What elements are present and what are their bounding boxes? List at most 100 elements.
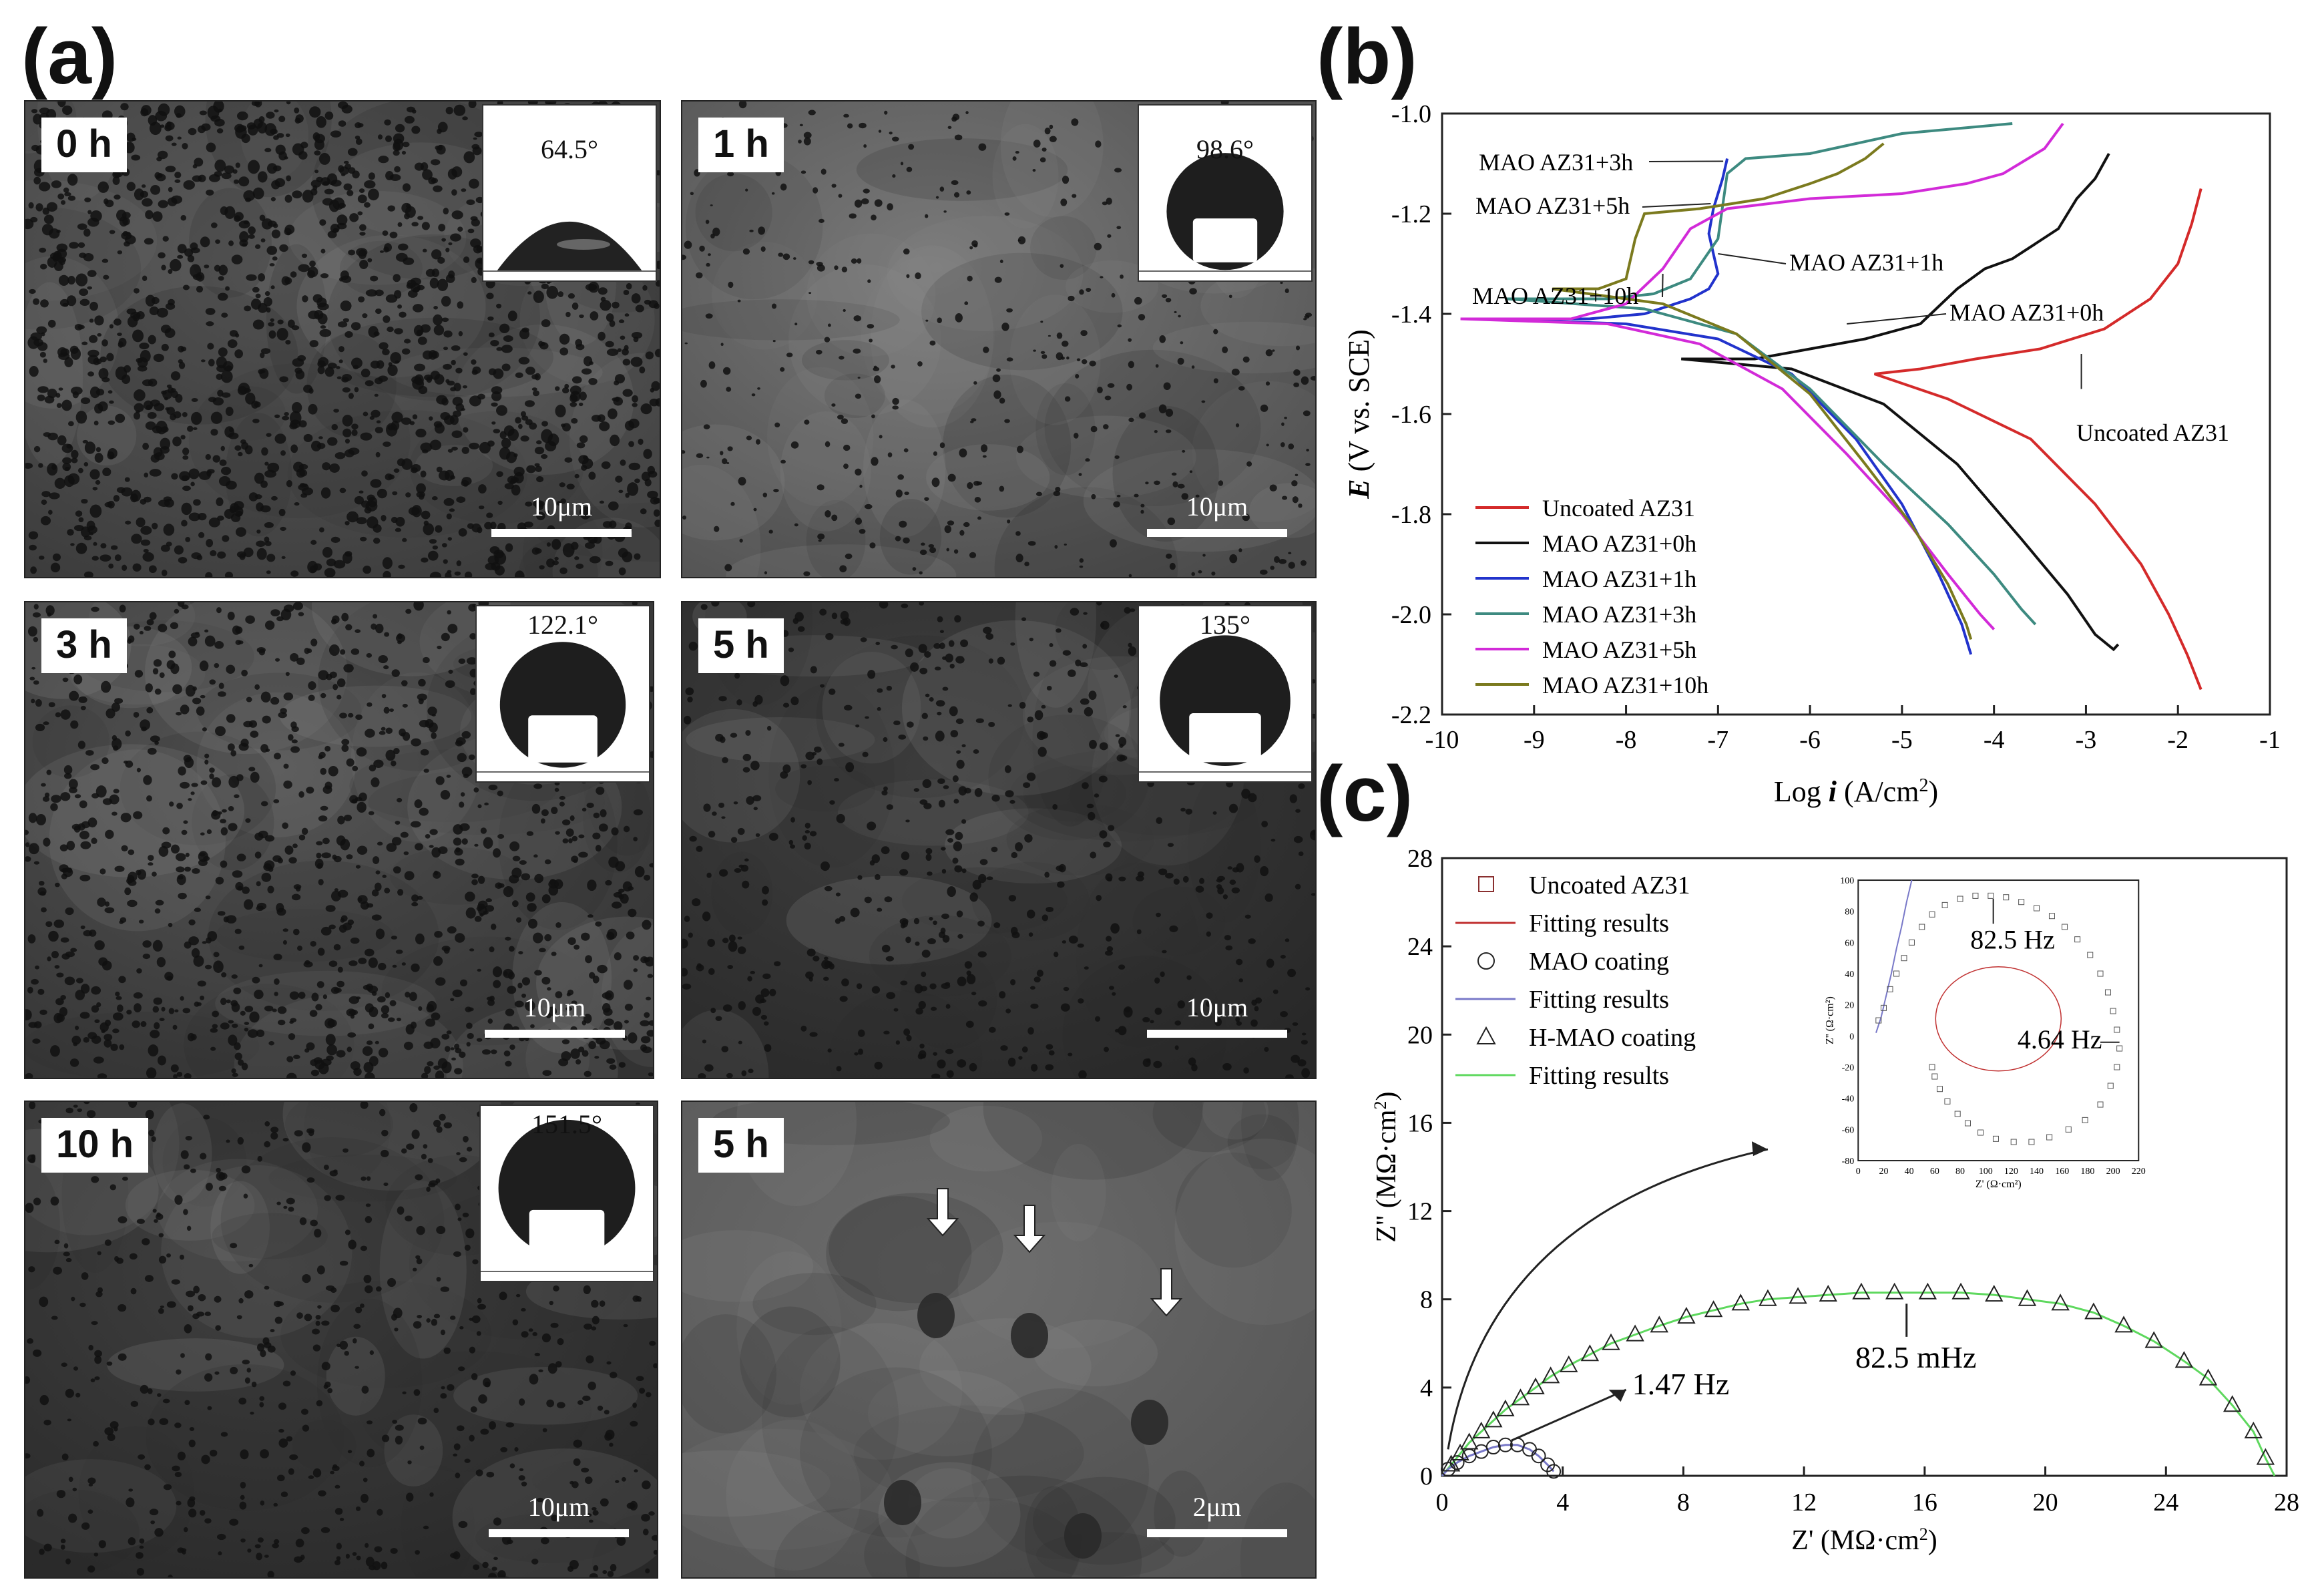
sem-pore	[1088, 690, 1097, 701]
sem-pore	[1248, 793, 1257, 803]
sem-pore	[565, 1006, 573, 1011]
sem-pore	[535, 501, 544, 511]
sem-pore	[160, 1306, 165, 1308]
sem-pore	[226, 999, 231, 1004]
sem-pore	[557, 1338, 564, 1346]
sem-pore	[512, 1319, 519, 1326]
sem-pore	[840, 618, 849, 625]
sem-pore	[484, 802, 489, 806]
sem-pore	[78, 517, 84, 523]
sem-pore	[900, 162, 904, 166]
sem-pore	[633, 809, 643, 816]
sem-pore	[595, 921, 602, 927]
sem-pore	[708, 968, 715, 976]
sem-pore	[180, 1353, 185, 1358]
sem-pore	[915, 1008, 923, 1015]
sem-pore	[836, 1066, 842, 1072]
sem-pore	[746, 796, 754, 805]
inset-x-tick-label: 120	[2004, 1167, 2018, 1177]
sem-pore	[196, 1312, 205, 1317]
sem-pore	[838, 743, 845, 747]
sem-pore	[1041, 354, 1048, 359]
sem-pore	[600, 1498, 609, 1507]
sem-pore	[825, 441, 831, 447]
sem-pore	[1301, 1040, 1308, 1045]
sem-pore	[285, 340, 291, 345]
sem-pore	[642, 1480, 651, 1490]
sem-pore	[238, 945, 245, 950]
sem-pore	[585, 283, 598, 291]
sem-image: 10 h 151.5° 10μm	[24, 1101, 658, 1579]
annotation-arrow	[1662, 273, 1664, 298]
sem-pore	[614, 374, 626, 384]
sem-pore	[487, 316, 494, 321]
sem-pore	[389, 231, 398, 238]
sem-pore	[1295, 809, 1301, 813]
sem-pore	[363, 1275, 372, 1283]
sem-pore	[43, 432, 51, 437]
sem-pore	[257, 1155, 262, 1162]
triangle-marker	[2198, 1368, 2218, 1386]
sem-pore	[280, 1491, 288, 1497]
sem-texture	[184, 984, 355, 1078]
sem-pore	[233, 501, 244, 510]
sem-texture	[685, 153, 823, 300]
sem-pore	[1023, 782, 1031, 788]
sem-pore	[273, 1539, 280, 1545]
sem-pore	[529, 422, 537, 430]
sem-pore	[557, 291, 564, 298]
sem-pore	[507, 475, 517, 484]
sem-pore	[389, 174, 401, 182]
sem-pore	[575, 564, 584, 569]
sem-pore	[1027, 716, 1034, 723]
sem-pore	[507, 311, 517, 322]
sem-pore	[450, 1047, 455, 1050]
sem-pore	[194, 632, 200, 635]
sem-pore	[316, 116, 326, 128]
sem-pore	[115, 413, 126, 423]
sem-pore	[317, 303, 329, 311]
sem-pore	[119, 1044, 125, 1050]
sem-pore	[408, 507, 420, 516]
sem-texture	[1076, 862, 1200, 1048]
sem-pore	[703, 424, 710, 429]
sem-pore	[64, 475, 75, 487]
sem-pore	[477, 1304, 486, 1310]
sem-pore	[200, 359, 206, 363]
sem-pore	[923, 803, 932, 809]
sem-pore	[620, 459, 626, 466]
sem-pore	[328, 924, 336, 930]
sem-pore	[286, 479, 292, 487]
sem-pore	[97, 181, 109, 193]
sem-pore	[322, 198, 334, 206]
sem-pore	[316, 981, 324, 988]
sem-pore	[238, 220, 250, 229]
sem-pore	[469, 688, 477, 696]
sem-pore	[447, 1384, 455, 1391]
inset-x-tick-label: 180	[2080, 1167, 2094, 1177]
sem-pore	[142, 184, 146, 188]
sem-pore	[494, 551, 507, 565]
sem-pore	[220, 467, 232, 475]
sem-texture	[1152, 321, 1315, 374]
sem-pore	[744, 858, 749, 862]
sem-pore	[1295, 473, 1299, 477]
sem-pore	[185, 1135, 193, 1141]
sem-pore	[283, 763, 289, 769]
sem-pore	[999, 397, 1005, 404]
sem-pore	[435, 977, 446, 986]
sem-pore	[1033, 140, 1041, 148]
sem-pore	[27, 986, 33, 994]
scale-bar-label: 2μm	[1192, 1492, 1242, 1522]
sem-pore	[541, 319, 551, 328]
sem-pore	[939, 186, 945, 192]
sem-pore	[1165, 429, 1172, 433]
sem-pore	[271, 229, 281, 238]
sem-pore	[63, 765, 73, 775]
sem-pore	[249, 1011, 260, 1023]
sem-pore	[366, 903, 374, 908]
sem-pore	[342, 922, 352, 931]
sem-pore	[737, 299, 741, 303]
sem-pore	[363, 411, 369, 417]
sem-texture	[682, 1010, 769, 1078]
